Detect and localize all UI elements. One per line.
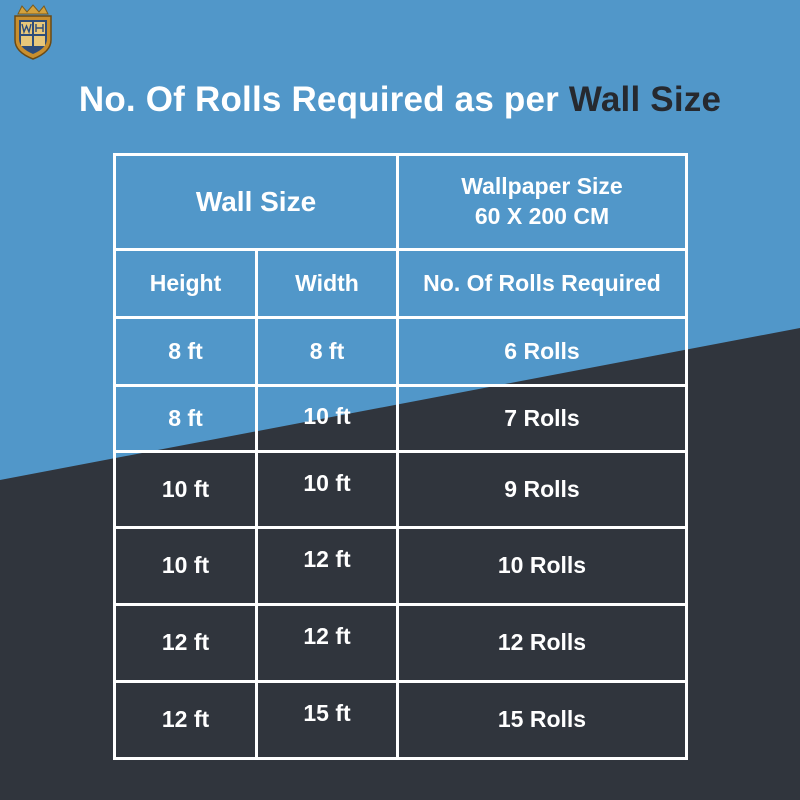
wallpaper-size-dimensions: 60 X 200 CM xyxy=(474,203,610,229)
row-3-height: 10 ft xyxy=(161,475,210,502)
row-5-height: 12 ft xyxy=(161,629,210,656)
title-emphasis: Wall Size xyxy=(568,80,722,119)
page-title: No. Of Rolls Required as per Wall Size xyxy=(0,80,800,120)
column-header-rolls: No. Of Rolls Required xyxy=(423,269,661,296)
row-5-width: 12 ft xyxy=(303,623,351,650)
table-border-bottom xyxy=(113,757,688,760)
wallpaper-size-label: Wallpaper Size xyxy=(461,173,623,200)
title-main: No. Of Rolls Required as per xyxy=(78,80,569,119)
row-5-rolls: 12 Rolls xyxy=(497,629,587,656)
table-line-after-row-5 xyxy=(113,680,688,683)
row-1-height: 8 ft xyxy=(168,337,203,364)
row-1-rolls: 6 Rolls xyxy=(504,337,580,364)
crest-logo-icon xyxy=(14,4,52,60)
table-line-after-column-header xyxy=(113,316,688,319)
row-3-rolls: 9 Rolls xyxy=(504,475,580,502)
background-blue xyxy=(0,0,800,480)
wall-size-header: Wall Size xyxy=(195,185,317,217)
table-line-after-row-2 xyxy=(113,450,688,453)
table-line-height-width xyxy=(255,248,258,760)
table-border-top xyxy=(113,153,688,156)
table-line-after-row-3 xyxy=(113,526,688,529)
table-line-after-group-header xyxy=(113,248,688,251)
row-4-height: 10 ft xyxy=(161,552,210,579)
row-2-rolls: 7 Rolls xyxy=(504,404,580,431)
wallpaper-size-header: Wallpaper Size 60 X 200 CM xyxy=(399,156,685,248)
row-1-width: 8 ft xyxy=(309,337,345,364)
row-4-width: 12 ft xyxy=(303,546,351,573)
table-line-after-row-1 xyxy=(113,384,688,387)
column-header-height: Height xyxy=(149,269,222,296)
row-2-height: 8 ft xyxy=(168,404,203,431)
row-6-width: 15 ft xyxy=(303,700,351,727)
row-2-width: 10 ft xyxy=(303,402,351,429)
row-4-rolls: 10 Rolls xyxy=(497,552,587,579)
row-6-height: 12 ft xyxy=(161,706,210,733)
table-line-after-row-4 xyxy=(113,603,688,606)
row-3-width: 10 ft xyxy=(303,469,351,496)
row-6-rolls: 15 Rolls xyxy=(497,706,587,733)
table-border-left xyxy=(113,153,116,760)
table-border-right xyxy=(685,153,688,760)
brand-logo xyxy=(10,4,56,60)
table-line-width-rolls xyxy=(396,153,399,760)
column-header-width: Width xyxy=(295,269,359,296)
